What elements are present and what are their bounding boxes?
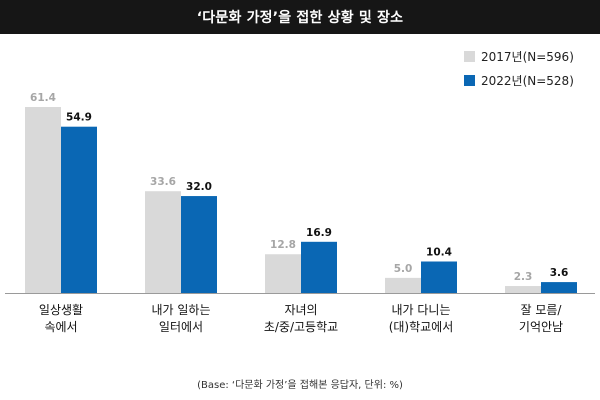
data-label-2017-3: 5.0 <box>394 263 413 275</box>
category-label-3-line-0: 내가 다니는 <box>391 303 450 317</box>
data-label-2017-0: 61.4 <box>30 92 56 104</box>
data-label-2017-1: 33.6 <box>150 176 176 188</box>
category-label-2-line-1: 초/중/고등학교 <box>264 320 338 334</box>
bar-2022-2 <box>301 241 337 293</box>
footnote: (Base: ‘다문화 가정’을 접해본 응답자, 단위: %) <box>197 380 403 391</box>
legend-item-2022: 2022년(N=528) <box>464 68 574 92</box>
legend-item-2017: 2017년(N=596) <box>464 44 574 68</box>
category-label-2-line-0: 자녀의 <box>284 303 317 317</box>
bar-2022-3 <box>421 261 457 293</box>
category-label-0-line-0: 일상생활 <box>39 303 83 317</box>
legend-label-2022: 2022년(N=528) <box>481 73 574 88</box>
data-label-2022-0: 54.9 <box>66 112 92 124</box>
legend-swatch-2022 <box>464 74 475 86</box>
data-label-2022-3: 10.4 <box>426 246 452 258</box>
bar-2022-4 <box>541 282 577 293</box>
bar-2017-2 <box>265 254 301 293</box>
category-label-4-line-1: 기억안남 <box>519 320 563 334</box>
chart-title: ‘다문화 가정’을 접한 상황 및 장소 <box>0 0 600 34</box>
legend-label-2017: 2017년(N=596) <box>481 49 574 64</box>
category-label-1-line-1: 일터에서 <box>159 320 203 334</box>
bar-2017-4 <box>505 286 541 293</box>
category-label-3-line-1: (대)학교에서 <box>389 320 454 334</box>
bar-2022-0 <box>61 126 97 293</box>
data-label-2022-2: 16.9 <box>306 227 332 239</box>
data-label-2022-4: 3.6 <box>550 267 569 279</box>
data-label-2017-4: 2.3 <box>514 271 533 283</box>
legend: 2017년(N=596) 2022년(N=528) <box>464 44 574 92</box>
data-label-2022-1: 32.0 <box>186 181 212 193</box>
data-label-2017-2: 12.8 <box>270 239 296 251</box>
bar-2022-1 <box>181 196 217 293</box>
category-label-0-line-1: 속에서 <box>44 320 77 334</box>
bar-2017-1 <box>145 191 181 293</box>
category-label-1-line-0: 내가 일하는 <box>151 303 210 317</box>
legend-swatch-2017 <box>464 50 475 62</box>
bar-2017-3 <box>385 277 421 293</box>
bar-2017-0 <box>25 107 61 293</box>
category-label-4-line-0: 잘 모름/ <box>521 303 563 317</box>
